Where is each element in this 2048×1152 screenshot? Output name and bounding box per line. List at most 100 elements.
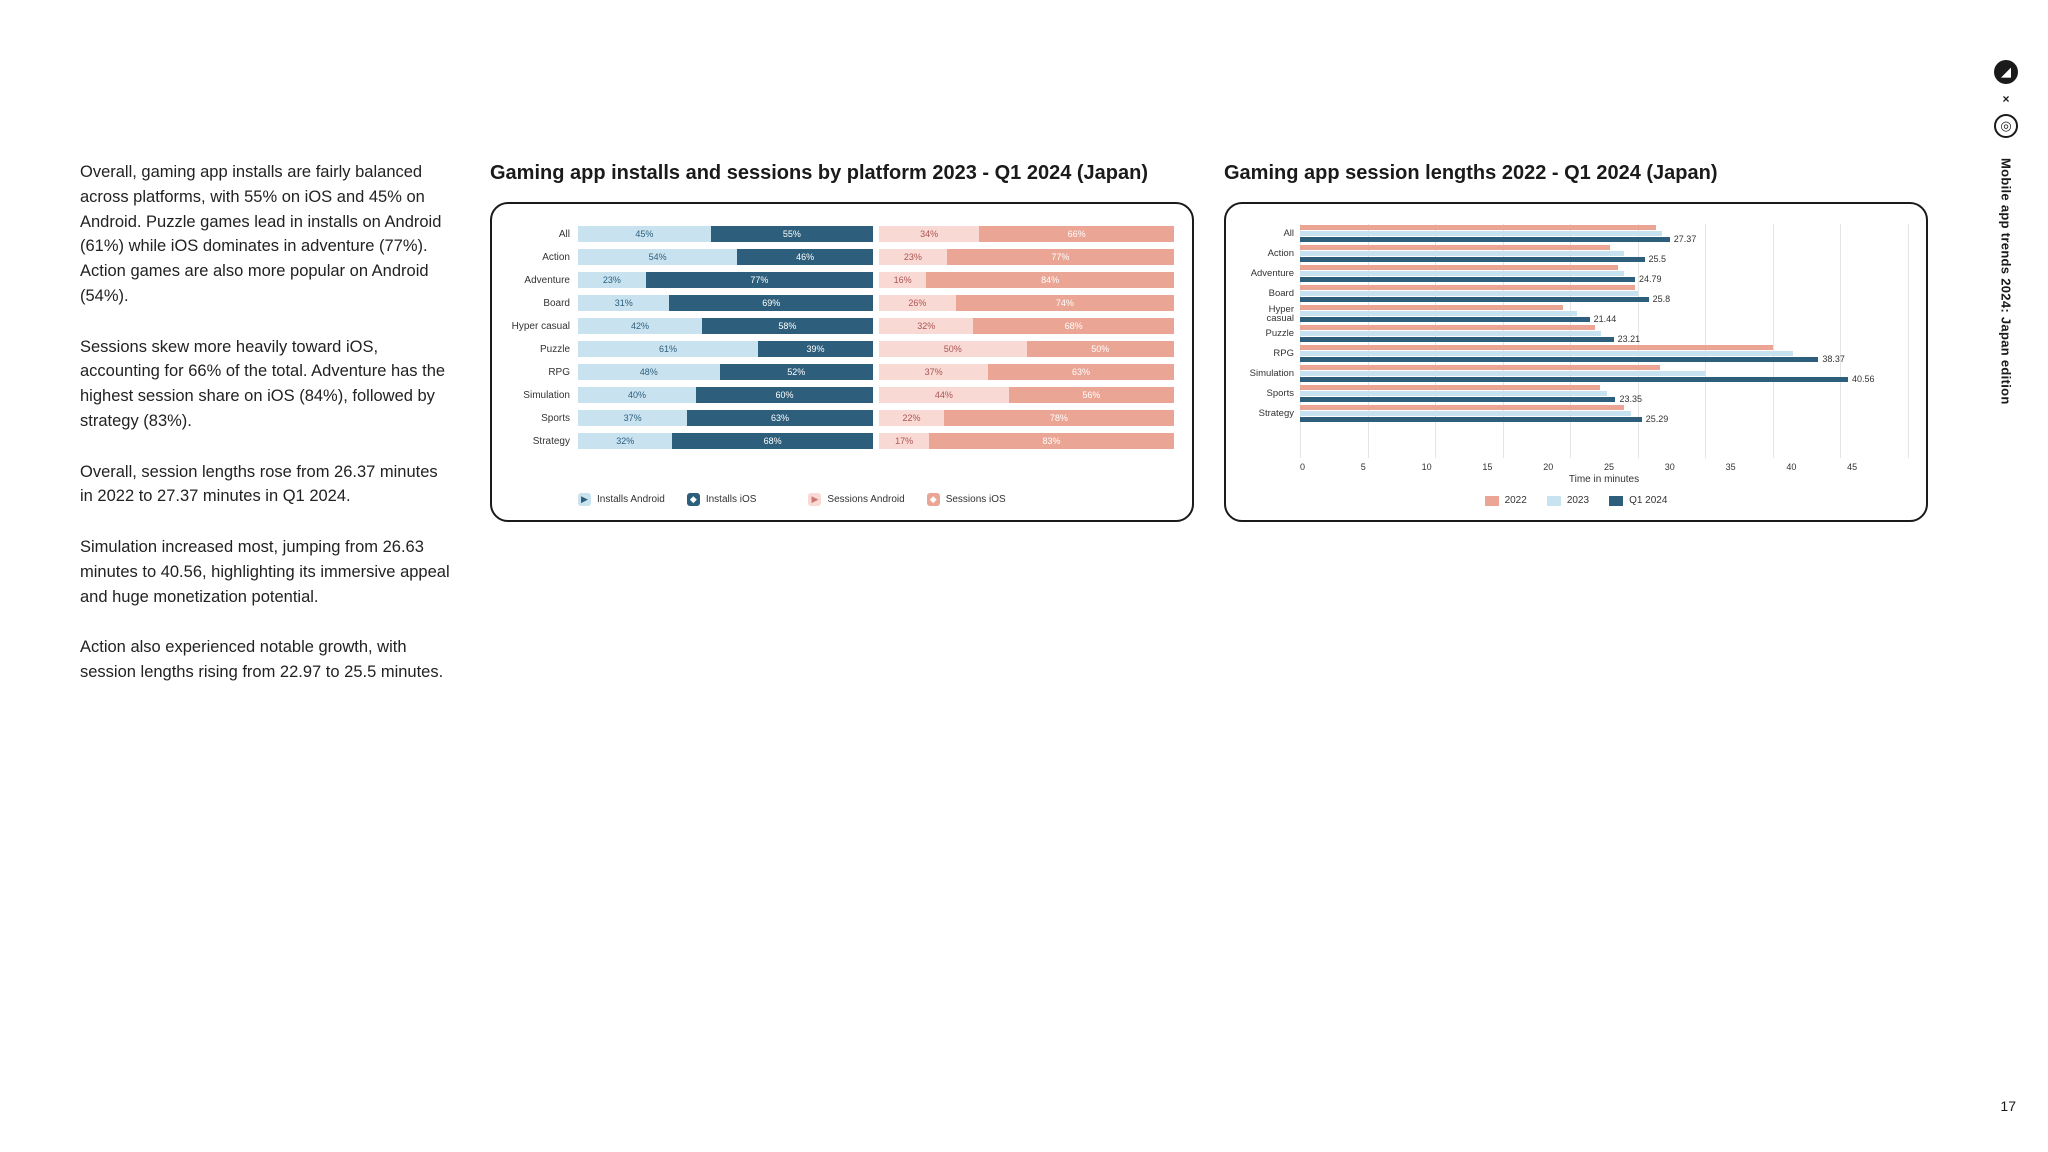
chart1-category-label: Adventure — [510, 275, 570, 286]
chart2-bar: 25.8 — [1300, 297, 1649, 302]
bar-seg-sessions-ios: 50% — [1027, 341, 1175, 357]
chart2-value-label: 21.44 — [1594, 314, 1617, 324]
square-icon: ◆ — [927, 493, 940, 506]
chart2-category-label: Strategy — [1244, 409, 1294, 419]
chart2-value-label: 23.21 — [1618, 334, 1641, 344]
bar-seg-installs-android: 31% — [578, 295, 669, 311]
play-icon: ▶ — [578, 493, 591, 506]
bar-seg-sessions-ios: 63% — [988, 364, 1174, 380]
bar-seg-installs-android: 42% — [578, 318, 702, 334]
chart2-bar — [1300, 271, 1624, 276]
body-paragraph: Sessions skew more heavily toward iOS, a… — [80, 335, 450, 434]
chart2-category-label: Simulation — [1244, 369, 1294, 379]
brand-icon-2: ◎ — [1994, 114, 2018, 138]
bar-seg-sessions-ios: 83% — [929, 433, 1174, 449]
chart2-value-label: 24.79 — [1639, 274, 1662, 284]
chart1-category-label: Board — [510, 298, 570, 309]
chart1-category-label: Sports — [510, 413, 570, 424]
bar-seg-sessions-android: 23% — [879, 249, 947, 265]
bar-seg-installs-ios: 77% — [646, 272, 873, 288]
chart2-tick: 20 — [1543, 462, 1604, 472]
chart2-tick: 25 — [1604, 462, 1665, 472]
body-paragraph: Simulation increased most, jumping from … — [80, 535, 450, 609]
bar-seg-installs-ios: 58% — [702, 318, 873, 334]
bar-seg-sessions-ios: 66% — [979, 226, 1174, 242]
bar-seg-installs-ios: 52% — [720, 364, 873, 380]
chart1-category-label: Puzzle — [510, 344, 570, 355]
chart2-row: Simulation 40.56 — [1244, 364, 1908, 384]
chart2-xlabel: Time in minutes — [1244, 474, 1908, 485]
chart2-row: All 27.37 — [1244, 224, 1908, 244]
chart2-bar — [1300, 251, 1624, 256]
bar-seg-installs-ios: 68% — [672, 433, 873, 449]
chart2-tick: 15 — [1482, 462, 1543, 472]
chart2-category-label: Board — [1244, 289, 1294, 299]
chart1-row: Strategy32%68%17%83% — [510, 431, 1174, 451]
bar-seg-sessions-android: 32% — [879, 318, 973, 334]
swatch-icon — [1547, 496, 1561, 506]
x-icon: × — [2002, 92, 2009, 106]
bar-seg-sessions-ios: 56% — [1009, 387, 1174, 403]
bar-seg-installs-android: 48% — [578, 364, 720, 380]
chart2-category-label: Puzzle — [1244, 329, 1294, 339]
square-icon: ◆ — [687, 493, 700, 506]
body-paragraph: Action also experienced notable growth, … — [80, 635, 450, 685]
side-rail: ◢ × ◎ Mobile app trends 2024: Japan edit… — [1994, 60, 2018, 405]
chart2-bar — [1300, 325, 1595, 330]
chart1-row: Simulation40%60%44%56% — [510, 385, 1174, 405]
chart2-row: RPG38.37 — [1244, 344, 1908, 364]
bar-seg-installs-android: 61% — [578, 341, 758, 357]
bar-seg-installs-android: 54% — [578, 249, 737, 265]
chart1-category-label: Action — [510, 252, 570, 263]
body-text-column: Overall, gaming app installs are fairly … — [80, 160, 450, 711]
bar-seg-installs-ios: 63% — [687, 410, 873, 426]
chart2-category-label: All — [1244, 229, 1294, 239]
chart1-row: Hyper casual42%58%32%68% — [510, 316, 1174, 336]
brand-icon: ◢ — [1994, 60, 2018, 84]
bar-seg-installs-ios: 39% — [758, 341, 873, 357]
bar-seg-sessions-android: 17% — [879, 433, 929, 449]
chart2-bar: 24.79 — [1300, 277, 1635, 282]
chart2-bar — [1300, 311, 1577, 316]
chart1-row: Adventure23%77%16%84% — [510, 270, 1174, 290]
chart2-category-label: Sports — [1244, 389, 1294, 399]
bar-seg-installs-ios: 55% — [711, 226, 873, 242]
chart2-title: Gaming app session lengths 2022 - Q1 202… — [1224, 160, 1928, 186]
chart1-row: Action54%46%23%77% — [510, 247, 1174, 267]
chart2-tick: 5 — [1361, 462, 1422, 472]
chart2-value-label: 27.37 — [1674, 234, 1697, 244]
chart2-row: Action25.5 — [1244, 244, 1908, 264]
chart2-category-label: Hypercasual — [1244, 305, 1294, 324]
chart2-value-label: 25.8 — [1653, 294, 1671, 304]
chart2-bar — [1300, 405, 1624, 410]
legend-label: Q1 2024 — [1629, 495, 1667, 506]
page-number: 17 — [2000, 1098, 2016, 1114]
chart2-value-label: 25.5 — [1649, 254, 1667, 264]
chart1-category-label: Simulation — [510, 390, 570, 401]
bar-seg-sessions-android: 34% — [879, 226, 979, 242]
chart2-block: Gaming app session lengths 2022 - Q1 202… — [1224, 160, 1928, 711]
chart2-bar: 25.5 — [1300, 257, 1645, 262]
chart2-bar — [1300, 385, 1600, 390]
chart2-tick: 45 — [1847, 462, 1908, 472]
chart2-bar — [1300, 285, 1635, 290]
chart2-row: Adventure24.79 — [1244, 264, 1908, 284]
bar-seg-installs-ios: 60% — [696, 387, 873, 403]
chart2-bar: 23.35 — [1300, 397, 1615, 402]
side-rail-label: Mobile app trends 2024: Japan edition — [1999, 158, 2014, 405]
chart2-tick: 35 — [1726, 462, 1787, 472]
bar-seg-sessions-ios: 78% — [944, 410, 1174, 426]
chart2-bar — [1300, 351, 1793, 356]
bar-seg-sessions-android: 50% — [879, 341, 1027, 357]
chart2-value-label: 40.56 — [1852, 374, 1875, 384]
chart1-box: All45%55%34%66%Action54%46%23%77%Adventu… — [490, 202, 1194, 522]
legend-label: Installs iOS — [706, 494, 757, 505]
chart2-tick: 10 — [1422, 462, 1483, 472]
bar-seg-installs-android: 45% — [578, 226, 711, 242]
body-paragraph: Overall, gaming app installs are fairly … — [80, 160, 450, 309]
chart2-bar — [1300, 345, 1773, 350]
chart1-row: RPG48%52%37%63% — [510, 362, 1174, 382]
chart2-category-label: RPG — [1244, 349, 1294, 359]
legend-label: Installs Android — [597, 494, 665, 505]
play-icon: ▶ — [808, 493, 821, 506]
